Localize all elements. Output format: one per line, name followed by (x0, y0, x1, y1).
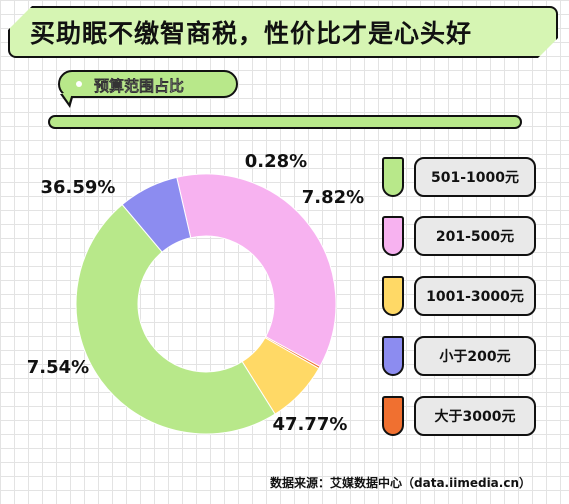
legend-item: 小于200元 (382, 336, 542, 380)
legend-item: 501-1000元 (382, 157, 542, 201)
slice-under-200 (121, 176, 192, 253)
source-note: 数据来源：艾媒数据中心（data.iimedia.cn） (270, 476, 531, 490)
title-banner (8, 6, 558, 58)
legend-swatch (382, 157, 404, 197)
legend-label: 201-500元 (414, 216, 536, 256)
data-label-over-3000: 0.28% (245, 151, 307, 172)
slice-201-500 (176, 173, 337, 368)
divider-bar (48, 115, 522, 129)
data-label-1001-3000: 7.82% (302, 187, 364, 208)
data-label-501-1000: 47.77% (273, 414, 348, 435)
subtitle-pill: 预算范围占比 (58, 70, 238, 98)
slice-501-1000 (75, 203, 276, 435)
legend-swatch (382, 276, 404, 316)
data-label-201-500: 36.59% (41, 177, 116, 198)
chart-title: 买助眠不缴智商税，性价比才是心头好 (30, 19, 473, 48)
dot-icon (76, 81, 82, 87)
legend-item: 大于3000元 (382, 396, 542, 440)
donut-slices (75, 173, 337, 435)
legend-label: 501-1000元 (414, 157, 536, 197)
pill-tail-fill (62, 93, 72, 103)
legend-label: 1001-3000元 (414, 276, 536, 316)
legend-swatch (382, 216, 404, 256)
legend-item: 1001-3000元 (382, 276, 542, 320)
legend-swatch (382, 336, 404, 376)
data-label-under-200: 7.54% (27, 357, 89, 378)
donut-labels: 47.77% 36.59% 7.82% 7.54% 0.28% (27, 151, 364, 435)
legend-item: 201-500元 (382, 216, 542, 260)
legend-label: 小于200元 (414, 336, 536, 376)
legend-label: 大于3000元 (414, 396, 536, 436)
legend-swatch (382, 396, 404, 436)
chart-subtitle: 预算范围占比 (94, 77, 185, 95)
